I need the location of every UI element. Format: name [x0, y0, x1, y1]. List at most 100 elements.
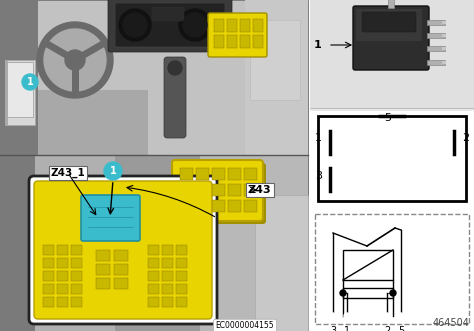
Bar — [200, 155, 308, 331]
Text: 1: 1 — [314, 40, 322, 50]
Bar — [212, 168, 225, 180]
Bar — [227, 35, 237, 48]
FancyBboxPatch shape — [353, 6, 429, 70]
Bar — [253, 19, 263, 32]
Circle shape — [390, 290, 396, 296]
Text: Z43: Z43 — [248, 185, 272, 195]
Bar — [176, 297, 187, 307]
Bar — [196, 168, 209, 180]
Bar — [310, 211, 474, 331]
Bar — [114, 250, 128, 261]
Circle shape — [330, 313, 336, 319]
Text: 464504: 464504 — [432, 318, 469, 328]
Bar — [7, 62, 33, 117]
Bar — [43, 258, 54, 268]
Bar — [244, 200, 257, 212]
Bar — [148, 297, 159, 307]
Circle shape — [168, 61, 182, 75]
Circle shape — [398, 313, 404, 319]
Bar — [176, 284, 187, 294]
Bar — [214, 19, 224, 32]
FancyBboxPatch shape — [172, 160, 263, 221]
Text: 1: 1 — [315, 133, 322, 143]
Polygon shape — [44, 29, 106, 91]
Bar — [176, 245, 187, 255]
Bar — [38, 90, 148, 155]
Bar — [0, 155, 308, 331]
Bar — [180, 168, 193, 180]
Bar — [240, 19, 250, 32]
Bar — [162, 297, 173, 307]
Bar — [343, 250, 393, 280]
Bar — [43, 284, 54, 294]
Text: EC0000004155: EC0000004155 — [216, 321, 274, 330]
Circle shape — [123, 13, 147, 37]
Bar — [43, 297, 54, 307]
Bar — [253, 35, 263, 48]
Bar — [240, 35, 250, 48]
Text: 3: 3 — [330, 326, 336, 331]
Bar — [214, 35, 224, 48]
Bar — [162, 271, 173, 281]
Bar — [71, 297, 82, 307]
Bar — [96, 250, 110, 261]
Bar — [162, 245, 173, 255]
Bar — [427, 60, 445, 65]
FancyBboxPatch shape — [152, 7, 184, 21]
FancyBboxPatch shape — [164, 57, 186, 138]
Bar — [228, 168, 241, 180]
Bar — [114, 278, 128, 289]
Bar — [0, 155, 35, 331]
Bar — [162, 258, 173, 268]
Bar — [71, 284, 82, 294]
FancyBboxPatch shape — [34, 181, 212, 319]
FancyBboxPatch shape — [29, 176, 217, 324]
Bar — [96, 264, 110, 275]
Text: 1: 1 — [109, 166, 117, 176]
Bar — [442, 34, 446, 37]
Bar — [318, 116, 466, 201]
Bar — [227, 19, 237, 32]
Bar — [315, 214, 469, 324]
Circle shape — [104, 162, 122, 180]
Text: 1: 1 — [344, 326, 350, 331]
Bar — [388, 0, 394, 8]
Bar — [244, 184, 257, 196]
Bar — [180, 184, 193, 196]
FancyBboxPatch shape — [362, 12, 416, 32]
Bar — [71, 271, 82, 281]
Bar — [57, 284, 68, 294]
Bar — [148, 271, 159, 281]
Bar — [57, 271, 68, 281]
Bar — [196, 200, 209, 212]
Bar — [343, 288, 393, 298]
Bar — [176, 271, 187, 281]
Bar — [427, 20, 445, 25]
Bar — [57, 258, 68, 268]
FancyBboxPatch shape — [175, 163, 266, 224]
Bar — [148, 258, 159, 268]
Bar — [244, 168, 257, 180]
Bar — [196, 184, 209, 196]
Bar — [176, 258, 187, 268]
Bar — [43, 271, 54, 281]
Bar — [114, 264, 128, 275]
Text: 2: 2 — [384, 326, 390, 331]
Bar — [310, 0, 474, 108]
Bar — [71, 245, 82, 255]
Bar — [57, 245, 68, 255]
Text: 1: 1 — [27, 77, 33, 87]
Bar — [228, 184, 241, 196]
Bar — [0, 0, 308, 155]
Bar — [310, 111, 474, 211]
Text: 2: 2 — [462, 133, 469, 143]
Text: 3: 3 — [315, 171, 322, 181]
FancyBboxPatch shape — [208, 13, 267, 57]
Bar — [43, 245, 54, 255]
Bar — [427, 46, 445, 51]
FancyBboxPatch shape — [356, 9, 422, 41]
Bar — [228, 200, 241, 212]
Polygon shape — [37, 22, 113, 98]
Bar — [442, 47, 446, 50]
Circle shape — [340, 290, 346, 296]
